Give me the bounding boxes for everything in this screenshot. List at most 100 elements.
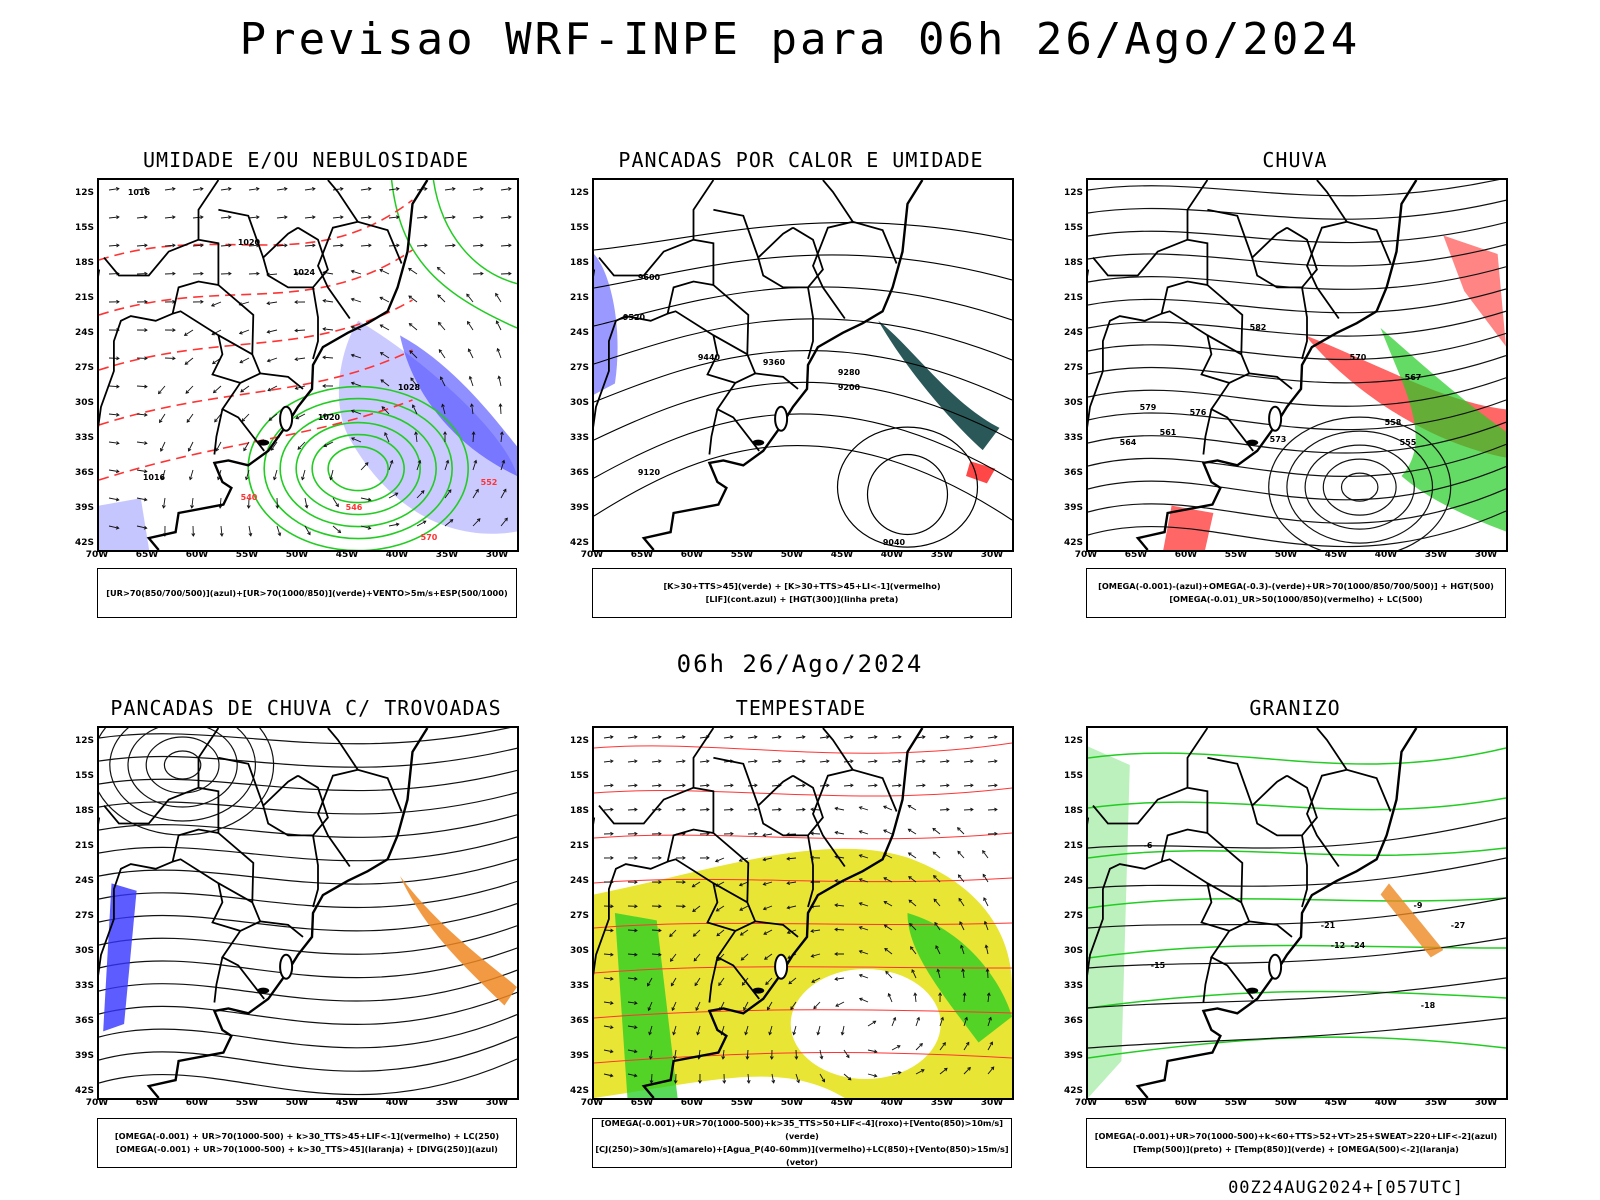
political-border — [1092, 238, 1188, 277]
legend-line: [Temp(500)](preto) + [Temp(850)](verde) … — [1133, 1144, 1459, 1154]
wind-vector — [699, 856, 710, 860]
thickness-contour-red — [99, 349, 413, 426]
wind-vector — [675, 807, 686, 812]
wind-vector — [891, 735, 902, 739]
streamline — [99, 858, 517, 885]
map-panel: 582 579 576 573 570 567 564 561 558 555 — [1086, 178, 1508, 552]
contour-label: 567 — [1405, 373, 1422, 382]
wind-vector — [322, 413, 334, 417]
longitude-tick-label: 30W — [980, 1098, 1004, 1108]
wind-vector — [716, 929, 725, 937]
longitude-tick-label: 45W — [1324, 550, 1348, 560]
wind-vector — [603, 976, 614, 981]
wind-vector — [332, 215, 344, 220]
wind-vector — [649, 1073, 654, 1084]
wind-vector — [957, 850, 965, 859]
longitude-tick-label: 30W — [485, 550, 509, 560]
wind-vector — [627, 783, 638, 788]
wind-vector — [275, 497, 280, 509]
wind-vector — [933, 898, 941, 907]
wind-vector — [332, 187, 344, 191]
streamline-850-red — [594, 877, 1012, 884]
wind-vector — [248, 215, 260, 220]
streamline — [99, 1058, 517, 1096]
latitude-tick-label: 30S — [74, 398, 94, 408]
height-300-contour — [594, 381, 1012, 441]
humidity-contour-green — [295, 421, 421, 516]
wind-vector — [214, 413, 222, 423]
wind-vector — [651, 831, 662, 836]
longitude-tick-label: 40W — [880, 1098, 904, 1108]
contour-label: -6 — [1144, 841, 1153, 850]
streamline — [145, 736, 220, 794]
height-300-contour — [594, 445, 1012, 521]
wind-vector — [790, 1001, 797, 1011]
political-border — [822, 180, 854, 223]
wind-vector — [957, 874, 965, 883]
wind-vector — [468, 375, 474, 387]
latitude-tick-label: 42S — [74, 538, 94, 548]
wind-vector — [858, 854, 869, 859]
political-border — [1251, 226, 1318, 289]
wind-vector — [915, 783, 926, 788]
wind-vector — [108, 469, 120, 474]
wind-vector — [241, 413, 250, 422]
latitude-tick-label: 18S — [1063, 258, 1083, 268]
wind-vector — [497, 375, 502, 387]
wind-vector — [883, 924, 893, 931]
wind-vector — [603, 807, 614, 812]
longitude-tick-label: 65W — [135, 1098, 159, 1108]
latitude-tick-label: 21S — [1063, 293, 1083, 303]
wind-vector — [698, 1073, 702, 1084]
longitude-tick-label: 65W — [135, 550, 159, 560]
wind-vector — [792, 1025, 797, 1036]
temp-500-contour — [1088, 977, 1506, 1009]
wind-vector — [983, 897, 989, 907]
wind-vector — [466, 293, 474, 303]
streamline — [1088, 443, 1506, 478]
contour-label: -27 — [1451, 921, 1465, 930]
latitude-tick-label: 36S — [569, 1016, 589, 1026]
temp-500-contour — [1088, 857, 1506, 889]
latitude-tick-label: 27S — [74, 911, 94, 921]
wind-vector — [887, 992, 893, 1003]
latitude-tick-label: 24S — [74, 328, 94, 338]
latitude-tick-label: 27S — [569, 911, 589, 921]
streamline — [1088, 510, 1506, 548]
legend-line: [OMEGA(-0.001)+UR>70(1000-500)+k<60+TTS>… — [1094, 1131, 1498, 1141]
wind-vector — [136, 187, 148, 191]
wind-vector — [500, 215, 512, 220]
wind-vector — [108, 412, 120, 417]
political-border — [327, 180, 359, 223]
wind-vector — [769, 1049, 774, 1060]
wind-vector — [500, 243, 512, 248]
longitude-tick-label: 45W — [335, 1098, 359, 1108]
streamline — [99, 969, 517, 1002]
divergence-area-blue — [103, 883, 137, 1032]
wind-vector — [958, 897, 965, 907]
wind-vector — [437, 321, 446, 331]
wind-vector — [472, 459, 478, 471]
contour-label: 582 — [1250, 323, 1267, 332]
wind-vector — [304, 187, 316, 191]
wind-vector — [696, 1025, 701, 1036]
wind-vector — [164, 356, 176, 361]
wind-vector — [882, 805, 893, 811]
political-border — [807, 835, 814, 908]
wind-vector — [983, 920, 989, 931]
latitude-tick-label: 18S — [74, 258, 94, 268]
longitude-tick-label: 45W — [335, 550, 359, 560]
wind-vector — [323, 441, 334, 448]
latitude-tick-label: 33S — [569, 433, 589, 443]
wind-vector — [834, 903, 845, 908]
wind-vector — [987, 1041, 993, 1051]
wind-vector — [192, 299, 204, 304]
wind-vector — [295, 413, 306, 420]
wind-vector — [388, 492, 399, 499]
wind-vector — [322, 355, 334, 360]
contour-label: 573 — [1270, 435, 1287, 444]
political-border — [812, 768, 898, 868]
wind-vector — [273, 469, 278, 481]
contour-label: 540 — [241, 493, 258, 502]
wind-vector — [984, 944, 989, 955]
